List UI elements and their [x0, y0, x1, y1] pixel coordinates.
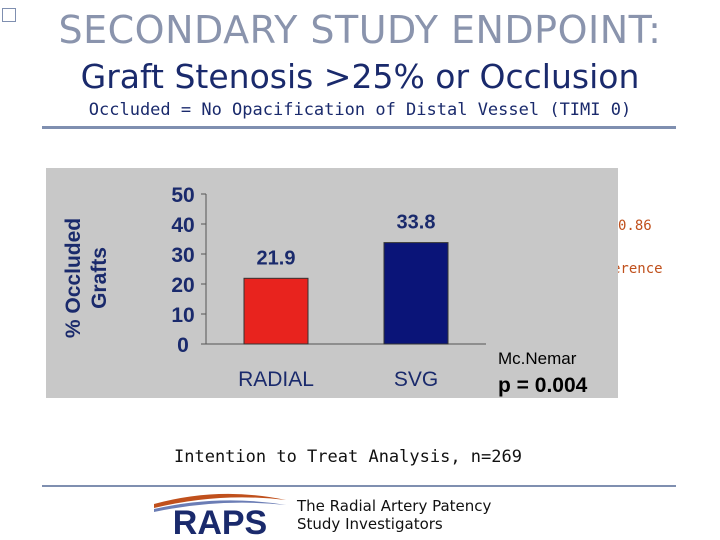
endpoint-definition: Occluded = No Opacification of Distal Ve…	[88, 100, 632, 120]
credits: The Radial Artery Patency Study Investig…	[297, 497, 491, 533]
y-tick-label: 30	[171, 244, 194, 267]
p-value-label: p = 0.004	[498, 374, 588, 397]
analysis-note: Intention to Treat Analysis, n=269	[174, 447, 522, 467]
slide-title: SECONDARY STUDY ENDPOINT:	[58, 8, 662, 52]
y-axis-label-line-1: % Occluded	[62, 218, 85, 338]
raps-logo: RAPS	[154, 493, 286, 538]
logo-swoosh-red	[154, 493, 286, 508]
data-label: 33.8	[397, 212, 436, 234]
data-label: 21.9	[257, 247, 296, 269]
category-label: SVG	[394, 368, 438, 391]
y-tick-label: 50	[171, 184, 194, 207]
credits-line-2: Study Investigators	[297, 515, 443, 533]
logo-text: RAPS	[173, 504, 267, 538]
top-divider	[42, 126, 676, 129]
bar-svg	[383, 242, 449, 345]
stat-test-label: Mc.Nemar	[498, 349, 577, 368]
credits-line-1: The Radial Artery Patency	[297, 497, 492, 515]
side-note-value: 0.86	[618, 218, 652, 234]
bar-chart: % Occluded Grafts 0 10 20 30 40 50 21.9 RADIAL 33.…	[62, 184, 588, 397]
category-label: RADIAL	[238, 368, 314, 391]
y-tick-label: 20	[171, 274, 194, 297]
side-note-word: erence	[612, 261, 663, 277]
bar-radial	[243, 277, 309, 345]
bottom-divider	[42, 485, 676, 487]
y-axis-label-line-2: Grafts	[88, 247, 111, 309]
y-tick-label: 0	[177, 334, 189, 357]
logo-swoosh-blue	[154, 500, 286, 512]
y-tick-label: 40	[171, 214, 194, 237]
chart-panel: % Occluded Grafts 0 10 20 30 40 50 21.9 RADIAL 33.…	[46, 168, 618, 398]
slide-subtitle: Graft Stenosis >25% or Occlusion	[80, 57, 640, 96]
y-tick-label: 10	[171, 304, 194, 327]
slide-bullet	[2, 8, 16, 22]
